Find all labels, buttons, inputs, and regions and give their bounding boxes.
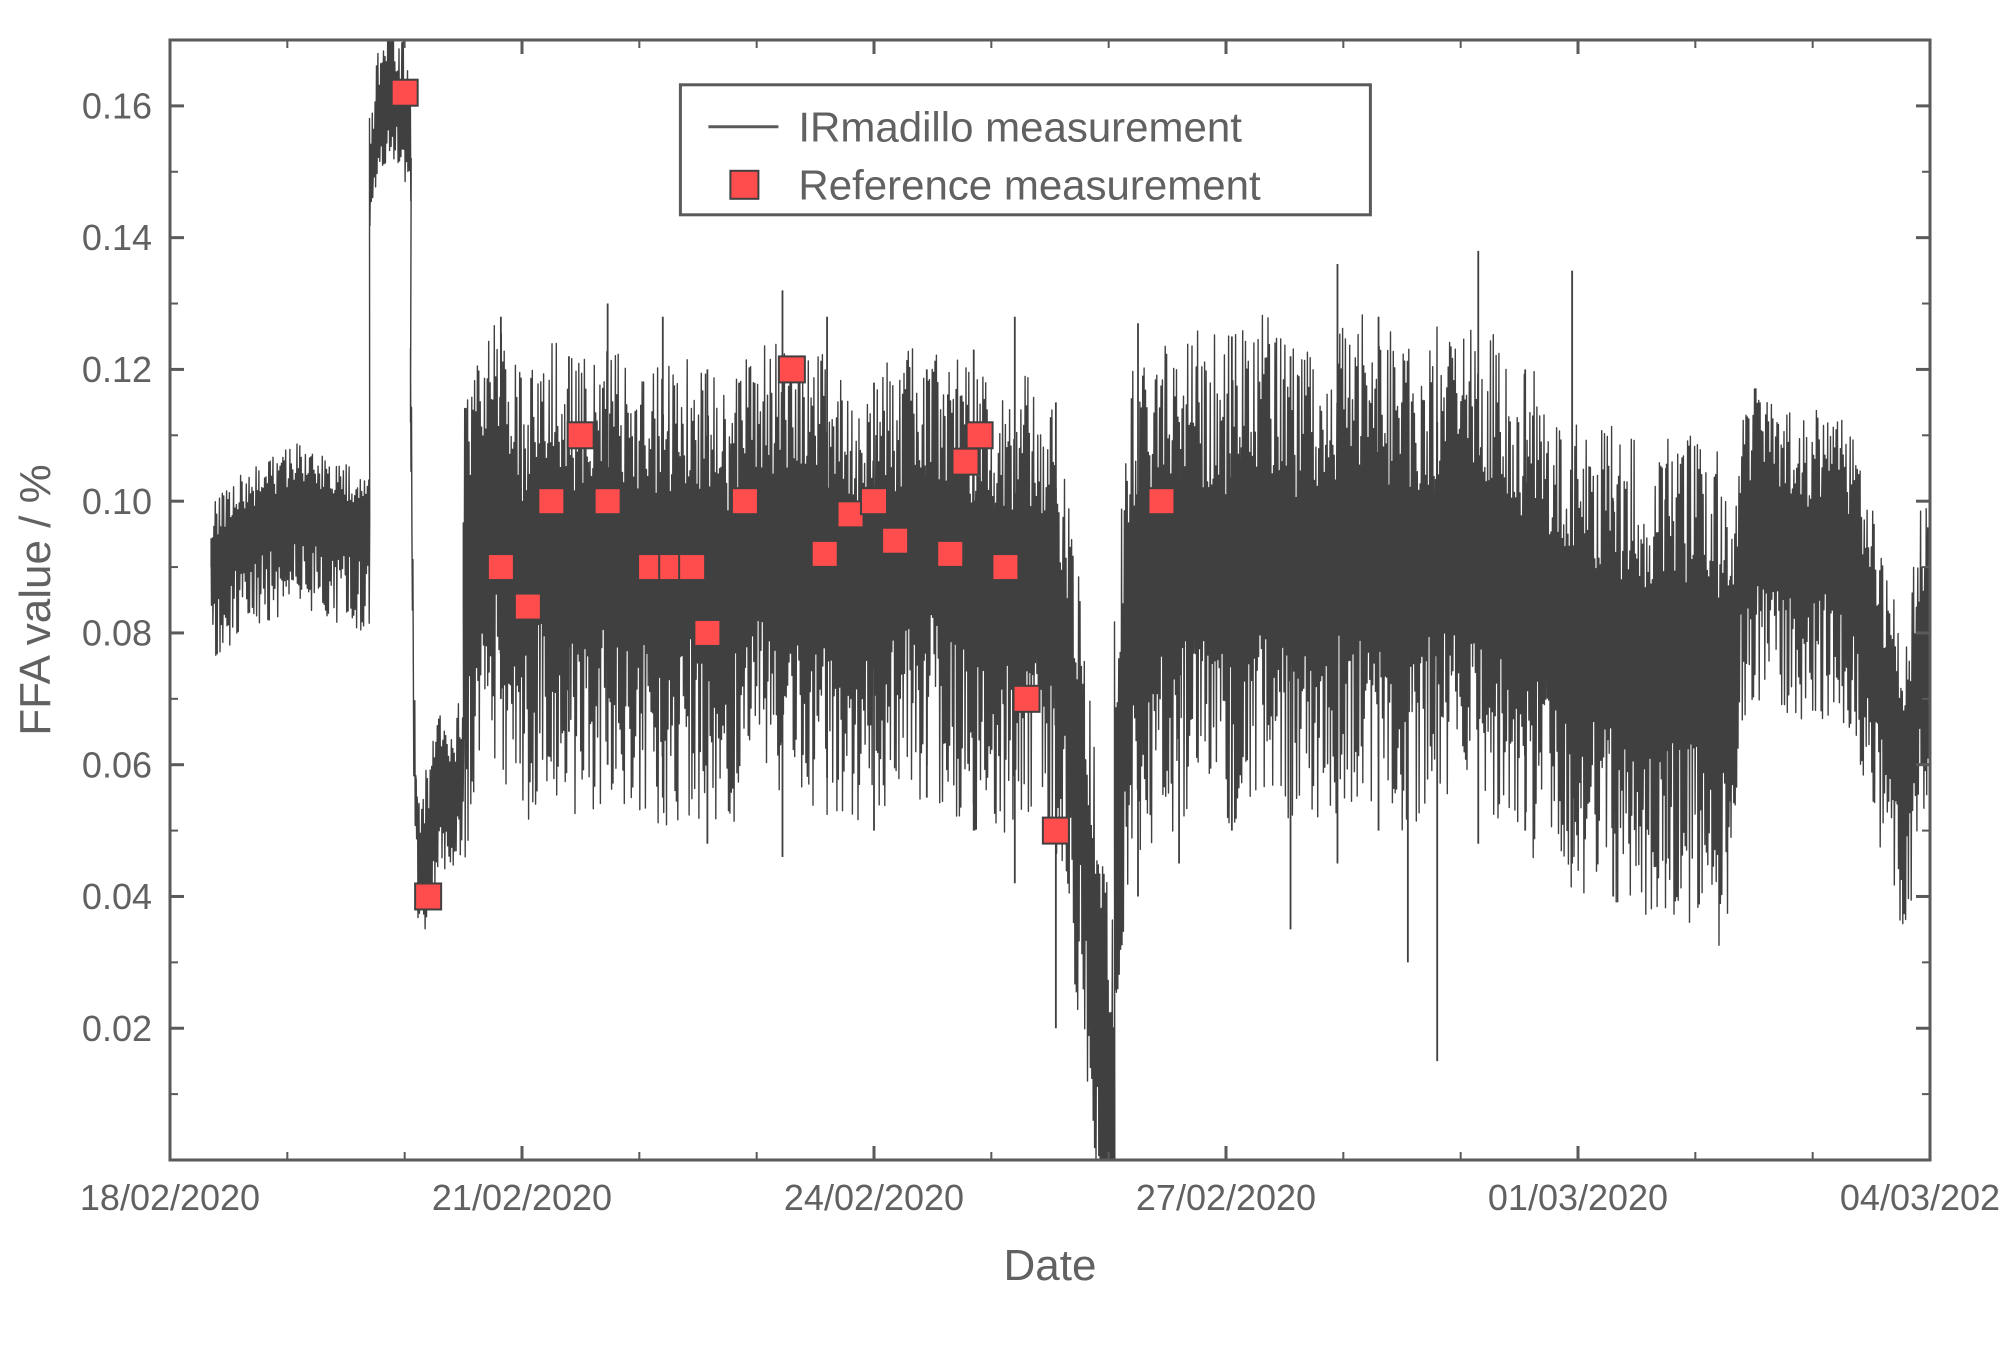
reference-point (515, 594, 541, 620)
x-tick-label: 18/02/2020 (80, 1177, 260, 1218)
reference-point (392, 80, 418, 106)
y-tick-label: 0.12 (82, 349, 152, 390)
reference-point (779, 356, 805, 382)
y-tick-label: 0.02 (82, 1008, 152, 1049)
reference-point (953, 449, 979, 475)
x-axis-label: Date (1004, 1241, 1097, 1290)
reference-point (538, 488, 564, 514)
reference-point (568, 422, 594, 448)
reference-point (967, 422, 993, 448)
reference-point (882, 528, 908, 554)
reference-point (1014, 686, 1040, 712)
reference-point (732, 488, 758, 514)
reference-point (488, 554, 514, 580)
reference-point (838, 501, 864, 527)
x-tick-label: 27/02/2020 (1136, 1177, 1316, 1218)
reference-point (595, 488, 621, 514)
reference-point (1148, 488, 1174, 514)
reference-point (415, 883, 441, 909)
chart-container: 18/02/2020 21/02/2020 24/02/2020 27/02/2020… (0, 0, 2000, 1357)
legend-square-sample (730, 171, 758, 199)
reference-point (992, 554, 1018, 580)
line-series (211, 16, 1930, 1357)
reference-point (861, 488, 887, 514)
y-tick-label: 0.04 (82, 876, 152, 917)
y-tick-label: 0.10 (82, 481, 152, 522)
legend-label: IRmadillo measurement (798, 104, 1242, 151)
reference-point (1043, 818, 1069, 844)
legend: IRmadillo measurement Reference measureme… (680, 85, 1370, 215)
x-tick-label: 04/03/2020 (1840, 1177, 2000, 1218)
reference-point (937, 541, 963, 567)
y-axis-label: FFA value / % (11, 464, 60, 735)
legend-label: Reference measurement (798, 162, 1261, 209)
irmadillo-line (211, 16, 1930, 1357)
x-tick-label: 21/02/2020 (432, 1177, 612, 1218)
reference-point (812, 541, 838, 567)
x-tick-label: 01/03/2020 (1488, 1177, 1668, 1218)
chart-svg: 18/02/2020 21/02/2020 24/02/2020 27/02/2020… (0, 0, 2000, 1357)
y-tick-label: 0.14 (82, 217, 152, 258)
reference-point (694, 620, 720, 646)
y-tick-label: 0.08 (82, 613, 152, 654)
reference-point (679, 554, 705, 580)
y-tick-label: 0.06 (82, 744, 152, 785)
y-tick-label: 0.16 (82, 85, 152, 126)
x-tick-label: 24/02/2020 (784, 1177, 964, 1218)
